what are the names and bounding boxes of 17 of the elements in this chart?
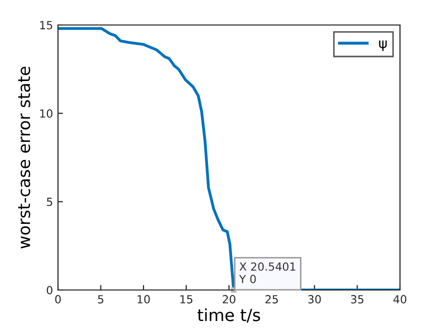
x-tick-label: 30 xyxy=(308,295,321,304)
y-tick-label: 5 xyxy=(46,198,52,206)
annotation: X 20.5401 Y 0 xyxy=(239,262,296,284)
y-tick-label: 0 xyxy=(46,286,52,294)
x-tick-label: 5 xyxy=(98,295,104,304)
x-tick-label: 0 xyxy=(55,295,61,304)
x-tick-label: 20 xyxy=(222,295,236,304)
legend-label: ψ xyxy=(379,40,387,51)
x-tick-label: 40 xyxy=(393,295,406,304)
x-axis-title: time t/s xyxy=(198,308,260,323)
y-tick-label: 10 xyxy=(40,109,52,118)
x-tick-label: 15 xyxy=(180,295,192,304)
x-tick-label: 25 xyxy=(265,295,278,304)
y-axis-title: worst-case error state xyxy=(18,66,30,248)
x-tick-label: 35 xyxy=(351,295,364,304)
y-tick-label: 15 xyxy=(40,21,52,30)
x-tick-label: 10 xyxy=(138,295,150,304)
